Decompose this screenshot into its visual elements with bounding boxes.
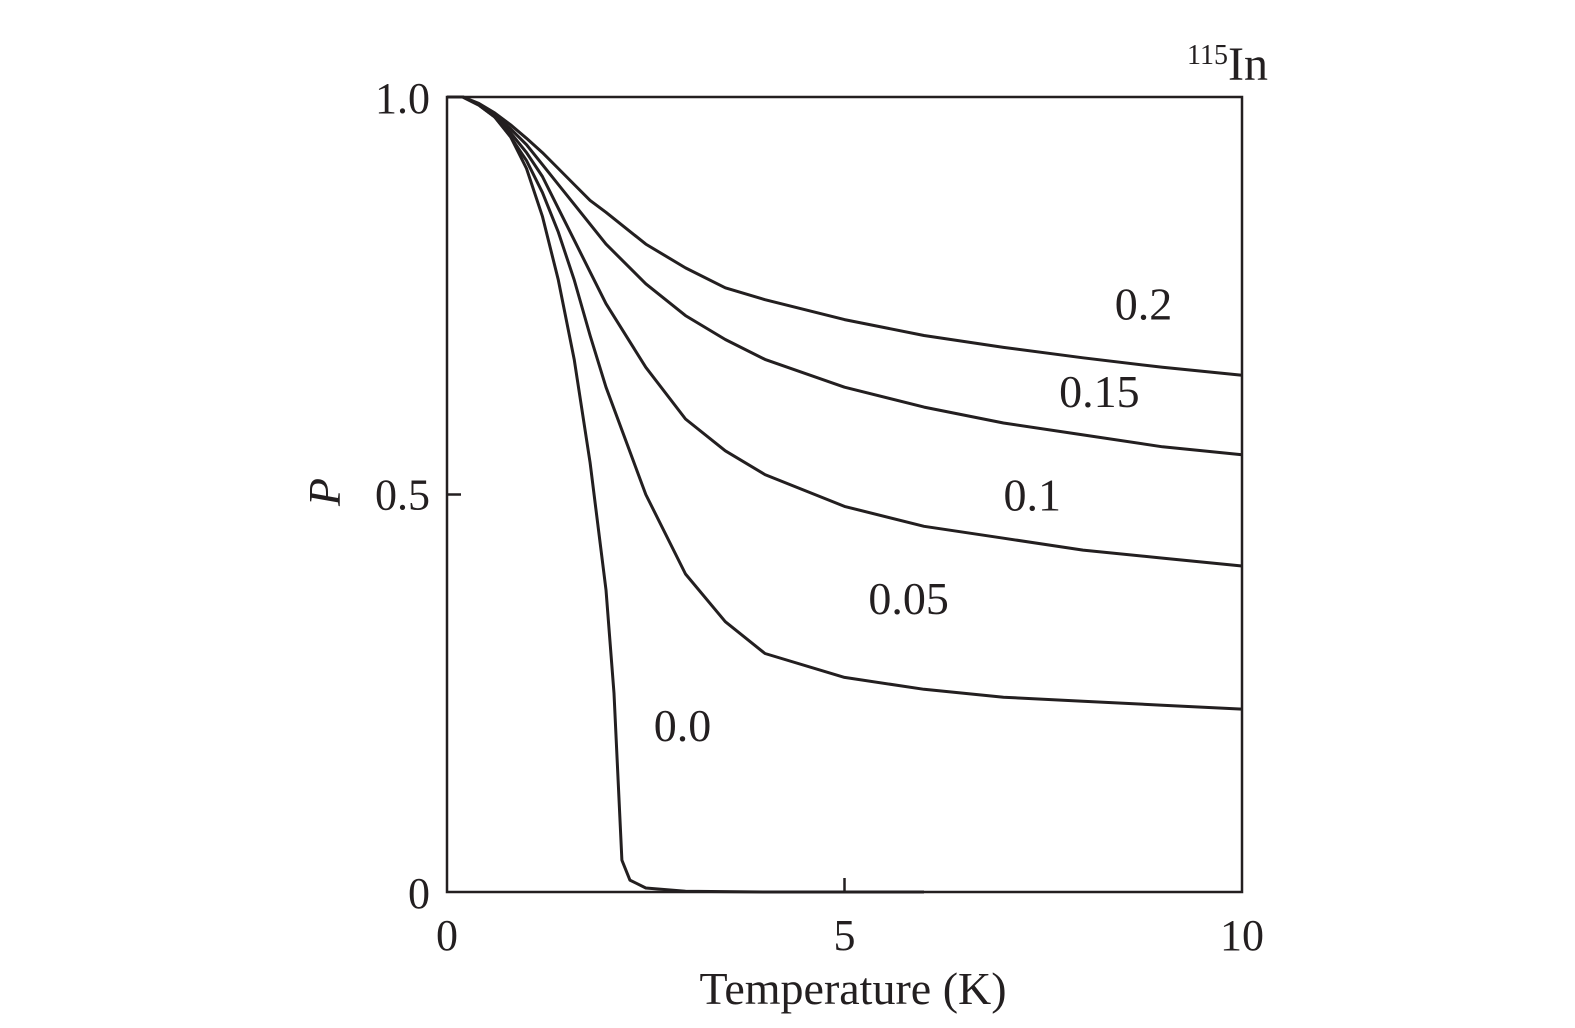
x-axis-label: Temperature (K): [699, 963, 1006, 1014]
series-label-0.15: 0.15: [1059, 366, 1140, 417]
y-tick-label-0: 0: [408, 869, 430, 918]
series-line-0.1: [447, 95, 1243, 568]
x-tick-label-10: 10: [1220, 911, 1264, 960]
series-line-0.0: [447, 95, 924, 894]
series-lines: [447, 95, 1243, 894]
tick-labels: 0 5 10 0 0.5 1.0: [375, 74, 1264, 960]
series-label-0.1: 0.1: [1004, 469, 1062, 520]
x-tick-label-0: 0: [436, 911, 458, 960]
y-tick-label-1.0: 1.0: [375, 74, 430, 123]
series-labels: 0.0 0.05 0.1 0.15 0.2: [654, 279, 1173, 751]
series-label-0.0: 0.0: [654, 700, 712, 751]
plot-frame: [445, 95, 1244, 894]
series-line-0.15: [447, 95, 1243, 457]
series-label-0.2: 0.2: [1115, 279, 1173, 330]
y-tick-label-0.5: 0.5: [375, 471, 430, 520]
x-tick-label-5: 5: [834, 911, 856, 960]
series-label-0.05: 0.05: [868, 573, 949, 624]
corner-label: 115In: [1187, 38, 1268, 91]
axis-ticks: [447, 493, 846, 892]
corner-label-superscript: 115: [1187, 40, 1228, 71]
series-line-0.2: [447, 95, 1243, 377]
corner-label-text: In: [1228, 38, 1268, 91]
y-axis-label: P: [299, 478, 350, 507]
